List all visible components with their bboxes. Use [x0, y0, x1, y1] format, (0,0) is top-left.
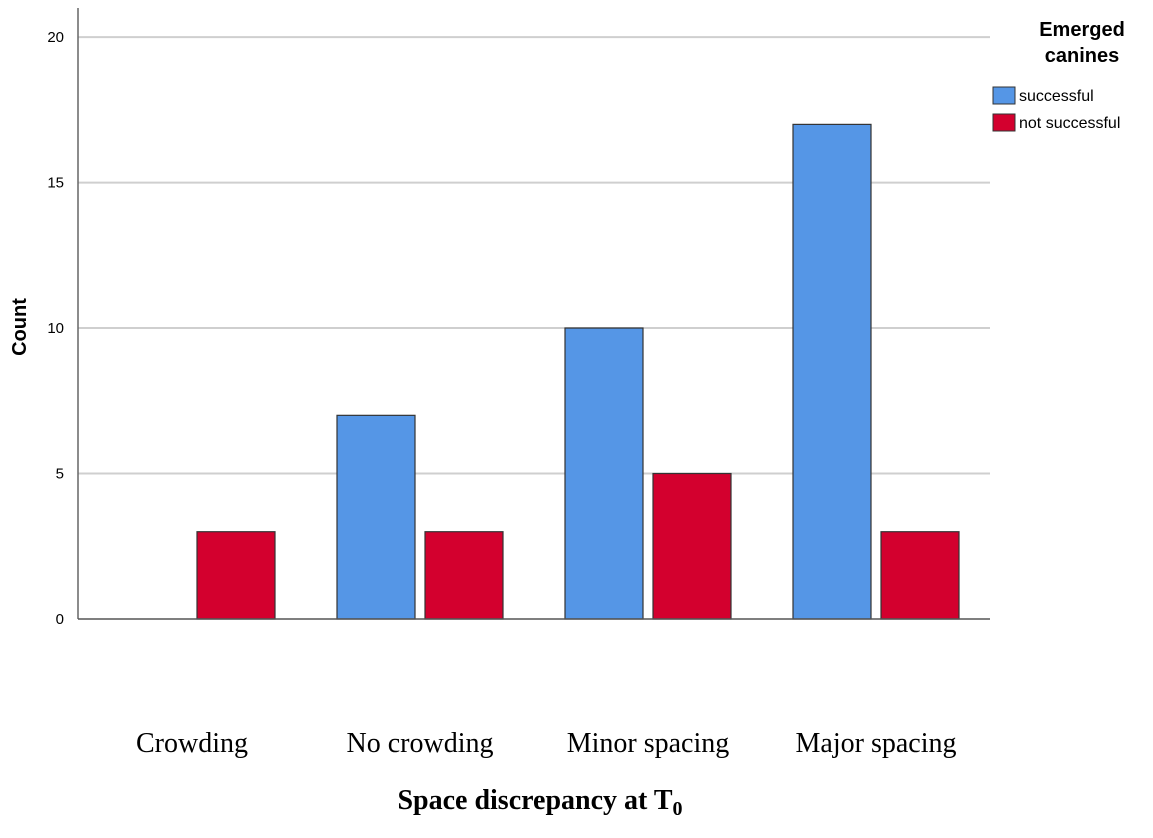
bar-not-successful-no-crowding — [424, 531, 504, 620]
legend-title-line-1: Emerged — [1039, 19, 1125, 41]
legend-swatch — [992, 113, 1016, 132]
bar-successful-major-spacing — [792, 123, 872, 620]
x-category-labels: Crowding No crowding Minor spacing Major sp… — [136, 728, 956, 759]
legend-items: successful not successful — [992, 86, 1120, 132]
legend-title-line-2: canines — [1045, 45, 1119, 67]
y-tick-labels: 0 5 10 15 20 — [47, 29, 64, 628]
x-category-label: Minor spacing — [567, 728, 730, 759]
legend: Emerged canines successful not successful — [992, 19, 1125, 132]
x-category-label: No crowding — [347, 728, 494, 759]
x-axis-title: Space discrepancy at T0 — [397, 785, 682, 820]
y-tick-label: 15 — [47, 175, 64, 192]
axes — [77, 8, 990, 620]
bar-not-successful-minor-spacing — [652, 472, 732, 620]
y-tick-label: 10 — [47, 320, 64, 337]
bar-not-successful-crowding — [196, 531, 276, 620]
bar-successful-minor-spacing — [564, 327, 644, 620]
legend-label: not successful — [1019, 115, 1120, 132]
x-category-label: Crowding — [136, 728, 248, 759]
legend-label: successful — [1019, 88, 1094, 105]
x-category-label: Major spacing — [796, 728, 957, 759]
bar-successful-no-crowding — [336, 414, 416, 620]
x-axis-title-subscript: 0 — [673, 798, 683, 820]
legend-swatch — [992, 86, 1016, 105]
y-axis-title: Count — [9, 298, 31, 356]
y-tick-label: 0 — [56, 611, 64, 628]
y-tick-label: 5 — [56, 466, 64, 483]
bars — [196, 123, 960, 620]
y-tick-label: 20 — [47, 29, 64, 46]
bar-not-successful-major-spacing — [880, 531, 960, 620]
x-axis-title-text: Space discrepancy at T — [397, 785, 672, 816]
